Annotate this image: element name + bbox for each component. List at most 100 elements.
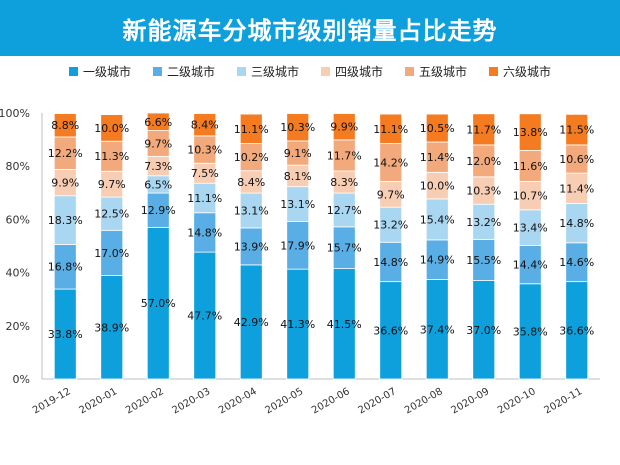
data-label: 9.1%: [284, 147, 312, 160]
data-label: 10.7%: [513, 190, 548, 203]
data-label: 14.2%: [373, 156, 408, 169]
legend-label: 一级城市: [82, 64, 131, 79]
data-label: 11.4%: [420, 151, 455, 164]
bar-segment: [425, 113, 449, 143]
data-label: 9.9%: [330, 121, 358, 134]
data-label: 13.1%: [280, 198, 315, 211]
data-label: 11.6%: [513, 160, 548, 173]
x-tick-label: 2019-12: [31, 386, 73, 416]
data-label: 11.1%: [373, 123, 408, 136]
data-label: 10.3%: [466, 185, 501, 198]
data-label: 14.9%: [420, 254, 455, 267]
data-label: 12.9%: [141, 204, 176, 217]
data-label: 8.8%: [51, 119, 79, 132]
legend-swatch: [405, 66, 415, 76]
x-tick-label: 2020-08: [403, 386, 445, 416]
data-label: 17.9%: [280, 239, 315, 252]
bar-segment: [100, 114, 124, 142]
data-label: 14.8%: [187, 226, 222, 239]
x-tick-label: 2020-01: [78, 386, 120, 416]
data-label: 10.5%: [420, 122, 455, 135]
data-label: 12.0%: [466, 155, 501, 168]
bar-segment: [239, 113, 263, 144]
data-label: 17.0%: [94, 247, 129, 260]
x-tick-label: 2020-11: [543, 386, 585, 416]
legend-swatch: [489, 66, 499, 76]
bar-segment: [193, 113, 217, 137]
y-tick-label: 0%: [13, 373, 30, 386]
legend-item-tier2: 二级城市: [152, 63, 215, 80]
data-label: 7.3%: [144, 160, 172, 173]
data-label: 41.5%: [327, 318, 362, 331]
y-tick-label: 100%: [0, 107, 30, 120]
bar-segment: [379, 113, 403, 144]
bar-segment: [472, 113, 496, 146]
y-tick-label: 60%: [6, 213, 30, 226]
data-label: 35.8%: [513, 325, 548, 338]
data-label: 11.1%: [234, 123, 269, 136]
x-tick-label: 2020-06: [310, 386, 352, 416]
data-label: 12.5%: [94, 208, 129, 221]
data-label: 14.6%: [559, 256, 594, 269]
x-tick-label: 2020-05: [264, 386, 306, 416]
x-tick-label: 2020-07: [357, 386, 399, 416]
legend-swatch: [68, 66, 78, 76]
data-label: 11.3%: [94, 150, 129, 163]
data-label: 10.0%: [420, 180, 455, 193]
data-label: 8.4%: [237, 176, 265, 189]
data-label: 36.6%: [373, 324, 408, 337]
data-label: 13.4%: [513, 222, 548, 235]
legend-label: 三级城市: [250, 64, 299, 79]
data-label: 36.6%: [559, 324, 594, 337]
data-label: 14.4%: [513, 259, 548, 272]
title-bar: 新能源车分城市级别销量占比走势: [0, 0, 620, 56]
data-label: 6.6%: [144, 116, 172, 129]
data-label: 14.8%: [373, 256, 408, 269]
data-label: 9.7%: [98, 178, 126, 191]
legend-label: 六级城市: [503, 64, 552, 79]
bar-segment: [565, 113, 589, 146]
data-label: 15.5%: [466, 254, 501, 267]
data-label: 13.9%: [234, 240, 269, 253]
data-label: 38.9%: [94, 321, 129, 334]
legend-swatch: [321, 66, 330, 76]
data-label: 15.4%: [420, 213, 455, 226]
data-label: 41.3%: [280, 318, 315, 331]
data-label: 13.8%: [513, 126, 548, 139]
data-label: 10.3%: [280, 121, 315, 134]
bar-segment: [332, 113, 356, 141]
data-label: 11.7%: [466, 123, 501, 136]
y-tick-label: 20%: [6, 320, 30, 333]
legend-swatch: [152, 66, 162, 76]
data-label: 9.7%: [144, 137, 172, 150]
x-tick-label: 2020-04: [217, 386, 259, 416]
data-label: 13.2%: [373, 219, 408, 232]
data-label: 10.0%: [94, 122, 129, 135]
data-label: 11.1%: [187, 192, 222, 205]
data-label: 57.0%: [141, 297, 176, 310]
data-label: 13.1%: [234, 204, 269, 217]
legend-label: 四级城市: [335, 64, 384, 79]
data-label: 13.2%: [466, 216, 501, 229]
data-label: 37.0%: [466, 324, 501, 337]
data-label: 42.9%: [234, 316, 269, 329]
legend-item-tier3: 三级城市: [236, 63, 299, 80]
data-label: 9.7%: [377, 188, 405, 201]
bar-segment: [518, 113, 542, 151]
x-tick-label: 2020-09: [450, 386, 492, 416]
legend-label: 二级城市: [166, 64, 215, 79]
data-label: 8.1%: [284, 170, 312, 183]
data-label: 10.6%: [559, 153, 594, 166]
legend: 一级城市 二级城市 三级城市 四级城市 五级城市 六级城市: [0, 60, 620, 82]
data-label: 10.3%: [187, 144, 222, 157]
data-label: 14.8%: [559, 217, 594, 230]
data-label: 16.8%: [48, 261, 83, 274]
data-label: 10.2%: [234, 151, 269, 164]
legend-item-tier6: 六级城市: [489, 63, 551, 80]
data-label: 11.4%: [559, 182, 594, 195]
data-label: 11.7%: [327, 149, 362, 162]
data-label: 12.7%: [327, 204, 362, 217]
data-label: 9.9%: [51, 177, 79, 190]
x-tick-label: 2020-02: [124, 386, 166, 416]
data-label: 11.5%: [559, 124, 594, 137]
